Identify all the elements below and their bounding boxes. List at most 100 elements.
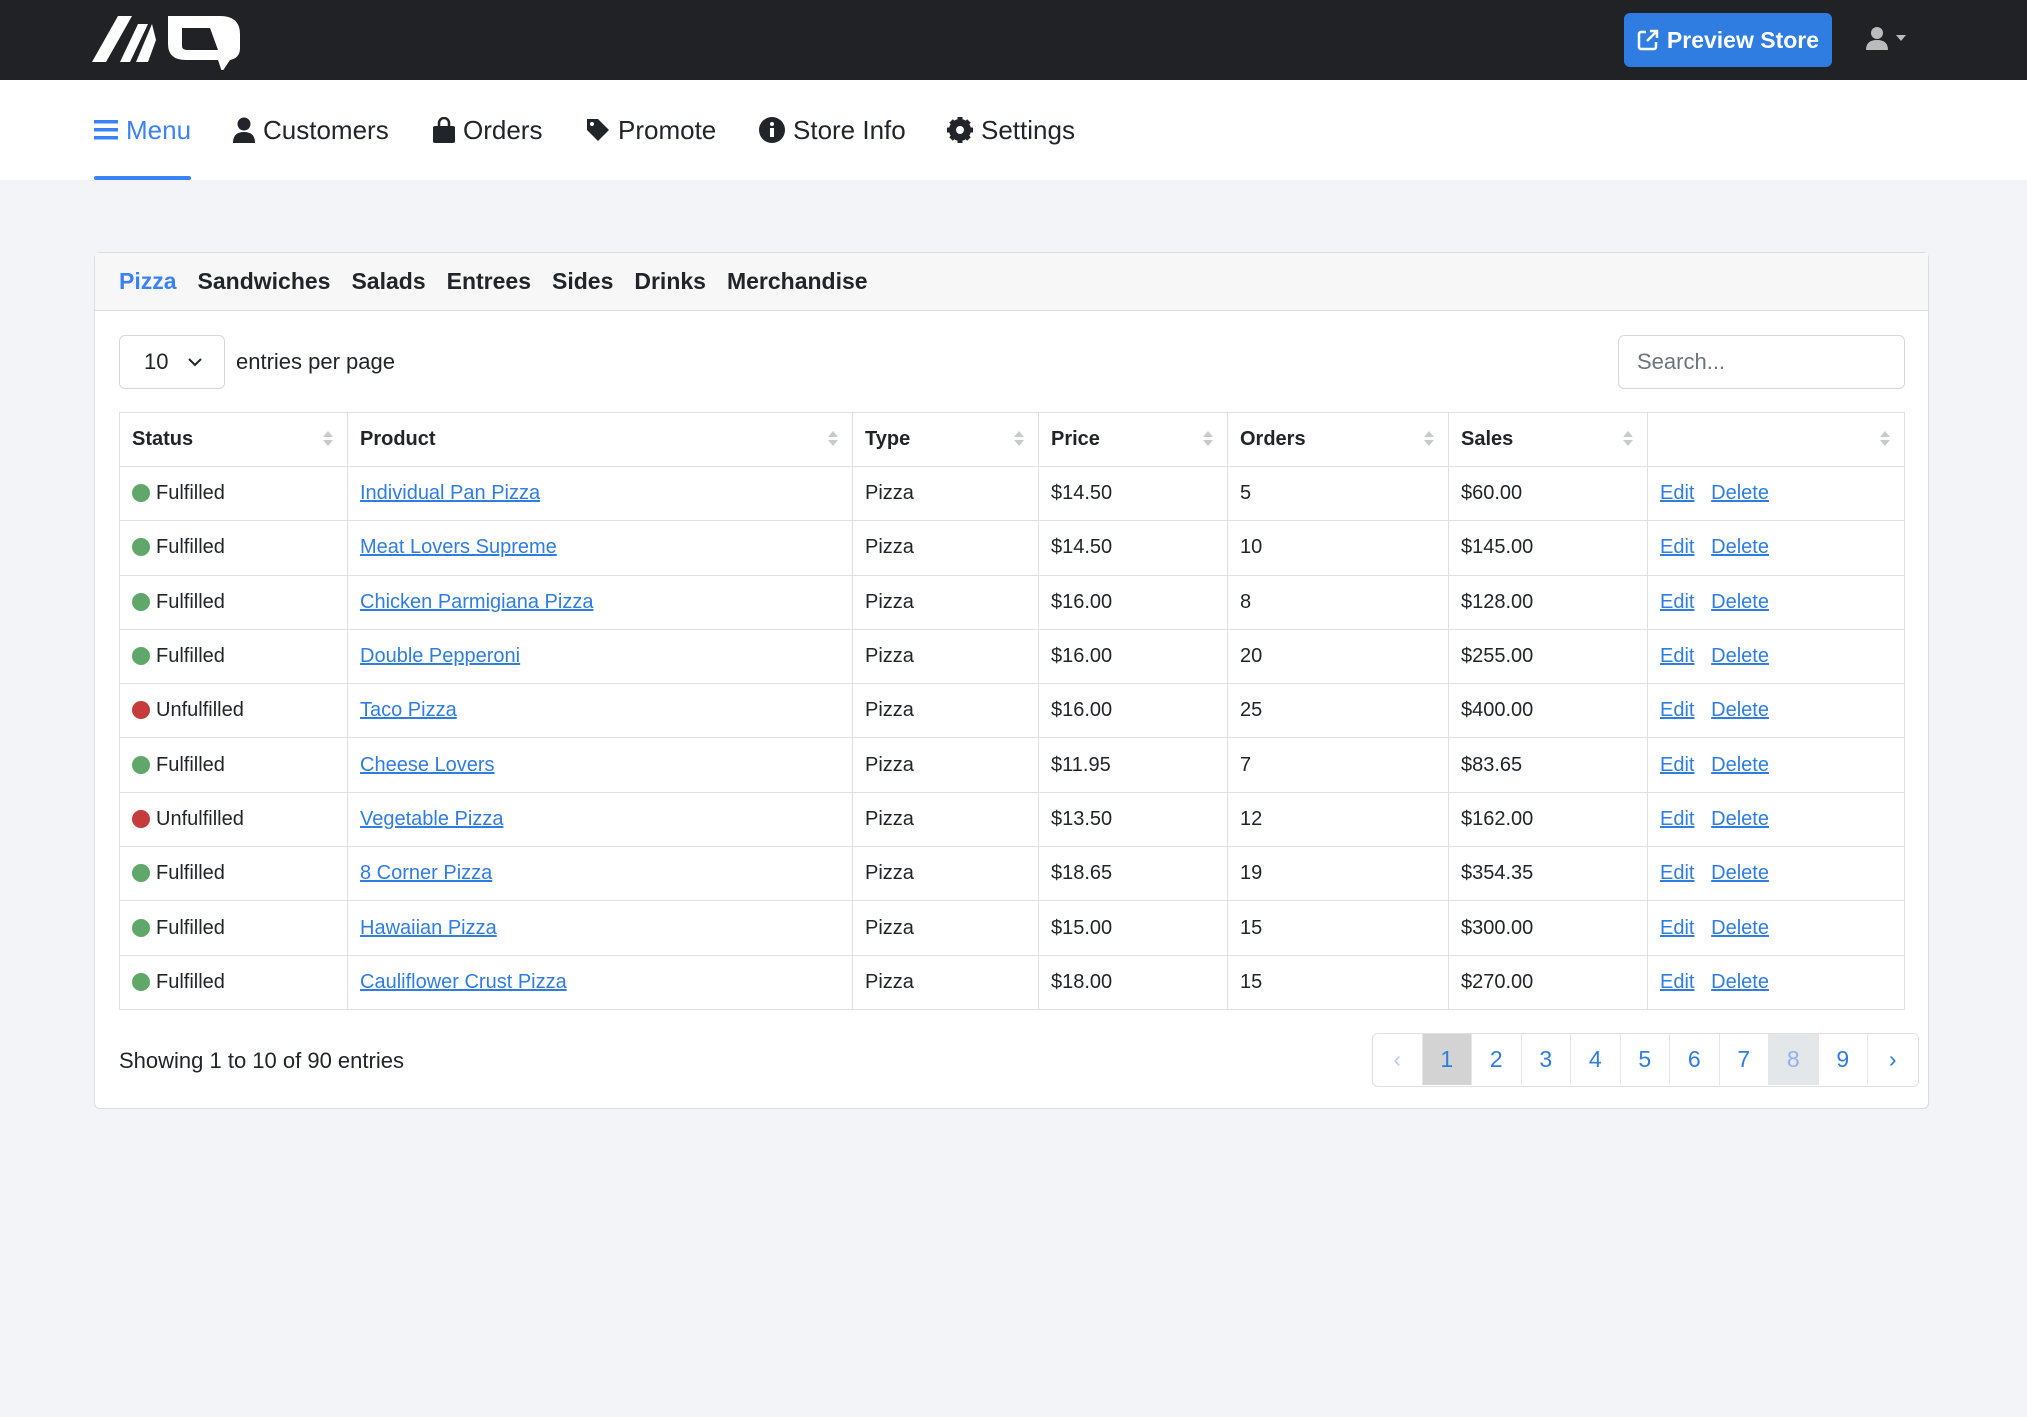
user-menu[interactable]: [1866, 26, 1906, 50]
nav-promote[interactable]: Promote: [586, 80, 716, 180]
delete-link[interactable]: Delete: [1711, 645, 1769, 668]
delete-link[interactable]: Delete: [1711, 916, 1769, 939]
status-text: Fulfilled: [156, 862, 225, 885]
page-button-8[interactable]: 8: [1769, 1034, 1819, 1085]
delete-link[interactable]: Delete: [1711, 807, 1769, 830]
sort-icon: [1880, 431, 1890, 446]
column-header-product[interactable]: Product: [347, 412, 853, 467]
product-cell: Cauliflower Crust Pizza: [347, 954, 853, 1010]
orders-cell: 25: [1227, 683, 1449, 739]
column-header-price[interactable]: Price: [1038, 412, 1228, 467]
orders-cell: 10: [1227, 520, 1449, 576]
nav-settings[interactable]: Settings: [947, 80, 1075, 180]
status-cell: Fulfilled: [119, 846, 348, 902]
product-link[interactable]: Double Pepperoni: [360, 645, 521, 668]
page-button-6[interactable]: 6: [1670, 1034, 1720, 1085]
table-row: Fulfilled Cauliflower Crust Pizza Pizza $18…: [119, 954, 1905, 1010]
delete-link[interactable]: Delete: [1711, 590, 1769, 613]
product-link[interactable]: Meat Lovers Supreme: [360, 536, 557, 559]
actions-cell: Edit Delete: [1647, 574, 1905, 630]
edit-link[interactable]: Edit: [1660, 536, 1695, 559]
column-header-actions[interactable]: [1647, 412, 1905, 467]
price-cell: $16.00: [1038, 628, 1228, 685]
product-link[interactable]: Chicken Parmigiana Pizza: [360, 590, 594, 613]
sales-cell: $300.00: [1448, 900, 1648, 956]
delete-link[interactable]: Delete: [1711, 970, 1769, 993]
aq-logo[interactable]: [90, 10, 250, 70]
product-cell: Taco Pizza: [347, 683, 853, 739]
status-cell: Unfulfilled: [119, 683, 348, 739]
column-header-sales[interactable]: Sales: [1448, 412, 1648, 467]
edit-link[interactable]: Edit: [1660, 807, 1695, 830]
type-cell: Pizza: [852, 574, 1039, 630]
info-icon: [759, 117, 785, 143]
page-button-1[interactable]: 1: [1422, 1034, 1472, 1085]
status-dot-icon: [132, 484, 150, 503]
column-header-type[interactable]: Type: [852, 412, 1039, 467]
prev-page-button[interactable]: ‹: [1373, 1034, 1423, 1085]
gear-icon: [947, 117, 973, 143]
product-link[interactable]: 8 Corner Pizza: [360, 862, 493, 885]
nav-menu[interactable]: Menu: [94, 80, 192, 180]
page-button-4[interactable]: 4: [1571, 1034, 1621, 1085]
tab-salads[interactable]: Salads: [351, 268, 426, 294]
products-table: Status Product Type Price Orders Sales Fulfil…: [119, 412, 1905, 1010]
column-label: Sales: [1461, 428, 1514, 450]
nav-orders[interactable]: Orders: [433, 80, 542, 180]
delete-link[interactable]: Delete: [1711, 753, 1769, 776]
category-tabs: Pizza Sandwiches Salads Entrees Sides Dr…: [95, 253, 1928, 311]
sales-cell: $83.65: [1448, 737, 1648, 793]
column-header-status[interactable]: Status: [119, 412, 348, 467]
type-cell: Pizza: [852, 954, 1039, 1010]
page-button-7[interactable]: 7: [1720, 1034, 1769, 1085]
per-page-value: 10: [144, 349, 169, 374]
page-button-9[interactable]: 9: [1819, 1034, 1868, 1085]
edit-link[interactable]: Edit: [1660, 970, 1695, 993]
edit-link[interactable]: Edit: [1660, 482, 1695, 505]
page-button-2[interactable]: 2: [1472, 1034, 1522, 1085]
column-header-orders[interactable]: Orders: [1227, 412, 1449, 467]
product-link[interactable]: Cauliflower Crust Pizza: [360, 970, 567, 993]
edit-link[interactable]: Edit: [1660, 862, 1695, 885]
delete-link[interactable]: Delete: [1711, 862, 1769, 885]
page-button-3[interactable]: 3: [1522, 1034, 1571, 1085]
price-cell: $16.00: [1038, 683, 1228, 739]
type-cell: Pizza: [852, 846, 1039, 902]
product-link[interactable]: Taco Pizza: [360, 699, 457, 722]
sales-cell: $400.00: [1448, 683, 1648, 739]
search-input[interactable]: [1618, 335, 1905, 389]
type-cell: Pizza: [852, 791, 1039, 848]
edit-link[interactable]: Edit: [1660, 916, 1695, 939]
tab-merchandise[interactable]: Merchandise: [726, 268, 868, 294]
status-dot-icon: [132, 972, 150, 991]
edit-link[interactable]: Edit: [1660, 753, 1695, 776]
status-dot-icon: [132, 755, 150, 774]
product-cell: Cheese Lovers: [347, 737, 853, 793]
tab-sandwiches[interactable]: Sandwiches: [197, 268, 331, 294]
preview-store-button[interactable]: Preview Store: [1624, 13, 1832, 67]
page-button-5[interactable]: 5: [1621, 1034, 1670, 1085]
product-link[interactable]: Individual Pan Pizza: [360, 482, 541, 505]
status-cell: Fulfilled: [119, 574, 348, 630]
product-cell: Hawaiian Pizza: [347, 900, 853, 956]
tab-sides[interactable]: Sides: [552, 268, 614, 294]
nav-store-info[interactable]: Store Info: [759, 80, 906, 180]
per-page-select[interactable]: 10: [119, 335, 225, 389]
delete-link[interactable]: Delete: [1711, 536, 1769, 559]
delete-link[interactable]: Delete: [1711, 482, 1769, 505]
table-row: Fulfilled Chicken Parmigiana Pizza Pizza $1…: [119, 574, 1905, 630]
edit-link[interactable]: Edit: [1660, 699, 1695, 722]
table-row: Unfulfilled Vegetable Pizza Pizza $13.50 12 $…: [119, 791, 1905, 848]
product-link[interactable]: Hawaiian Pizza: [360, 916, 497, 939]
delete-link[interactable]: Delete: [1711, 699, 1769, 722]
product-link[interactable]: Cheese Lovers: [360, 753, 495, 776]
edit-link[interactable]: Edit: [1660, 590, 1695, 613]
tab-entrees[interactable]: Entrees: [446, 268, 531, 294]
product-link[interactable]: Vegetable Pizza: [360, 807, 504, 830]
nav-customers[interactable]: Customers: [233, 80, 389, 180]
tab-pizza[interactable]: Pizza: [119, 268, 177, 294]
tab-drinks[interactable]: Drinks: [634, 268, 706, 294]
next-page-button[interactable]: ›: [1888, 1046, 1897, 1072]
status-dot-icon: [132, 647, 150, 666]
edit-link[interactable]: Edit: [1660, 645, 1695, 668]
